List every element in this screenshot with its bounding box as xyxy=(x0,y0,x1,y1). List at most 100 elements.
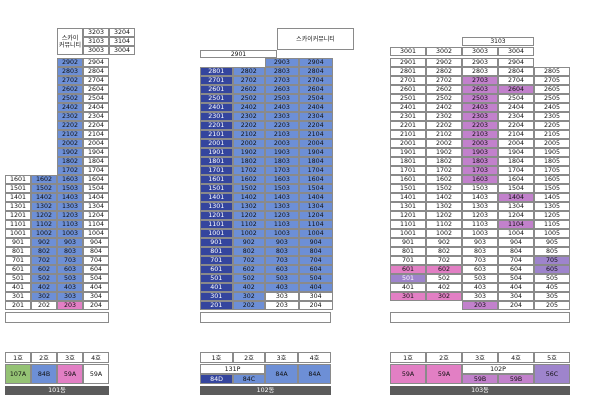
unit-cell: 1902 xyxy=(426,148,462,157)
unit-cell: 2001 xyxy=(390,139,426,148)
unit-cell: 2404 xyxy=(498,103,534,112)
unit-cell: 704 xyxy=(83,256,109,265)
unit-cell: 1304 xyxy=(498,202,534,211)
unit-cell: 1403 xyxy=(462,193,498,202)
unit-cell: 1501 xyxy=(390,184,426,193)
unit-cell: 2003 xyxy=(462,139,498,148)
unit-cell: 504 xyxy=(83,274,109,283)
unit-cell: 2601 xyxy=(200,85,233,94)
unit-cell: 205 xyxy=(534,301,570,310)
unit-cell: 1904 xyxy=(498,148,534,157)
unit-cell: 1404 xyxy=(298,193,333,202)
unit-cell: 1904 xyxy=(298,148,333,157)
unit-cell: 402 xyxy=(31,283,57,292)
unit-cell: 904 xyxy=(298,238,333,247)
unit-cell: 1802 xyxy=(57,157,83,166)
unit-cell: 2804 xyxy=(298,67,333,76)
unit-cell: 501 xyxy=(200,274,233,283)
unit-cell: 1402 xyxy=(232,193,265,202)
unit-cell: 2502 xyxy=(57,94,83,103)
unit-cell: 902 xyxy=(426,238,462,247)
line-label: 2호 xyxy=(233,352,265,363)
unit-cell: 502 xyxy=(426,274,462,283)
unit-cell: 603 xyxy=(57,265,83,274)
unit-cell: 2302 xyxy=(57,112,83,121)
unit-cell: 1203 xyxy=(265,211,299,220)
unit-cell: 2103 xyxy=(265,130,299,139)
unit-type: 84C xyxy=(233,374,265,384)
unit-cell: 1102 xyxy=(31,220,57,229)
unit-cell: 1803 xyxy=(265,157,299,166)
unit-cell: 2401 xyxy=(200,103,233,112)
unit-cell: 3002 xyxy=(426,47,462,56)
unit-cell: 2304 xyxy=(298,112,333,121)
unit-cell: 301 xyxy=(390,292,426,301)
unit-cell: 2004 xyxy=(83,139,109,148)
building-name: 103동 xyxy=(390,386,570,395)
unit-cell: 2104 xyxy=(298,130,333,139)
unit-cell: 1802 xyxy=(426,157,462,166)
unit-cell: 2904 xyxy=(83,58,109,67)
unit-cell: 1001 xyxy=(5,229,31,238)
unit-cell: 901 xyxy=(200,238,233,247)
unit-cell: 2202 xyxy=(426,121,462,130)
unit-cell: 1701 xyxy=(390,166,426,175)
unit-cell: 1902 xyxy=(232,148,265,157)
unit-cell: 903 xyxy=(57,238,83,247)
unit-cell: 1705 xyxy=(534,166,570,175)
unit-cell: 1004 xyxy=(83,229,109,238)
unit-cell: 1003 xyxy=(57,229,83,238)
unit-cell: 1601 xyxy=(200,175,233,184)
unit-cell: 1103 xyxy=(57,220,83,229)
unit-cell: 2002 xyxy=(426,139,462,148)
unit-cell: 2603 xyxy=(265,85,299,94)
unit-cell: 1903 xyxy=(462,148,498,157)
unit-cell: 1304 xyxy=(298,202,333,211)
unit-cell: 1203 xyxy=(57,211,83,220)
unit-cell: 1805 xyxy=(534,157,570,166)
unit-cell: 602 xyxy=(31,265,57,274)
line-label: 3호 xyxy=(265,352,298,363)
unit-cell: 401 xyxy=(200,283,233,292)
unit-cell: 2101 xyxy=(200,130,233,139)
sky-community-label: 스카이 커뮤니티 xyxy=(57,28,83,55)
unit-cell: 203 xyxy=(265,301,299,310)
building-name: 101동 xyxy=(5,386,109,395)
unit-cell: 204 xyxy=(498,301,534,310)
unit-cell: 2204 xyxy=(298,121,333,130)
line-label: 4호 xyxy=(298,352,331,363)
ground-band xyxy=(200,312,331,323)
unit-cell: 902 xyxy=(31,238,57,247)
unit-cell: 802 xyxy=(232,247,265,256)
unit-cell: 1905 xyxy=(534,148,570,157)
unit-cell: 1304 xyxy=(83,202,109,211)
unit-cell: 2004 xyxy=(498,139,534,148)
line-label: 4호 xyxy=(498,352,534,363)
unit-cell: 1302 xyxy=(31,202,57,211)
unit-cell: 1402 xyxy=(426,193,462,202)
unit-cell: 2702 xyxy=(232,76,265,85)
unit-cell: 1002 xyxy=(426,229,462,238)
ground-band xyxy=(390,312,570,323)
unit-cell: 2801 xyxy=(200,67,233,76)
unit-cell: 3001 xyxy=(390,47,426,56)
unit-cell: 2601 xyxy=(390,85,426,94)
unit-cell: 2504 xyxy=(298,94,333,103)
unit-cell: 1701 xyxy=(200,166,233,175)
line-label: 1호 xyxy=(200,352,233,363)
unit-cell: 1203 xyxy=(462,211,498,220)
unit-cell: 1703 xyxy=(462,166,498,175)
unit-cell: 1405 xyxy=(534,193,570,202)
unit-cell: 1704 xyxy=(83,166,109,175)
unit-cell: 405 xyxy=(534,283,570,292)
unit-cell: 804 xyxy=(498,247,534,256)
unit-cell: 901 xyxy=(390,238,426,247)
unit-cell: 601 xyxy=(5,265,31,274)
unit-cell: 2602 xyxy=(57,85,83,94)
unit-cell: 1202 xyxy=(232,211,265,220)
unit-cell: 1604 xyxy=(83,175,109,184)
unit-cell: 2603 xyxy=(462,85,498,94)
unit-cell: 2202 xyxy=(57,121,83,130)
unit-cell: 1401 xyxy=(390,193,426,202)
unit-cell: 1002 xyxy=(31,229,57,238)
